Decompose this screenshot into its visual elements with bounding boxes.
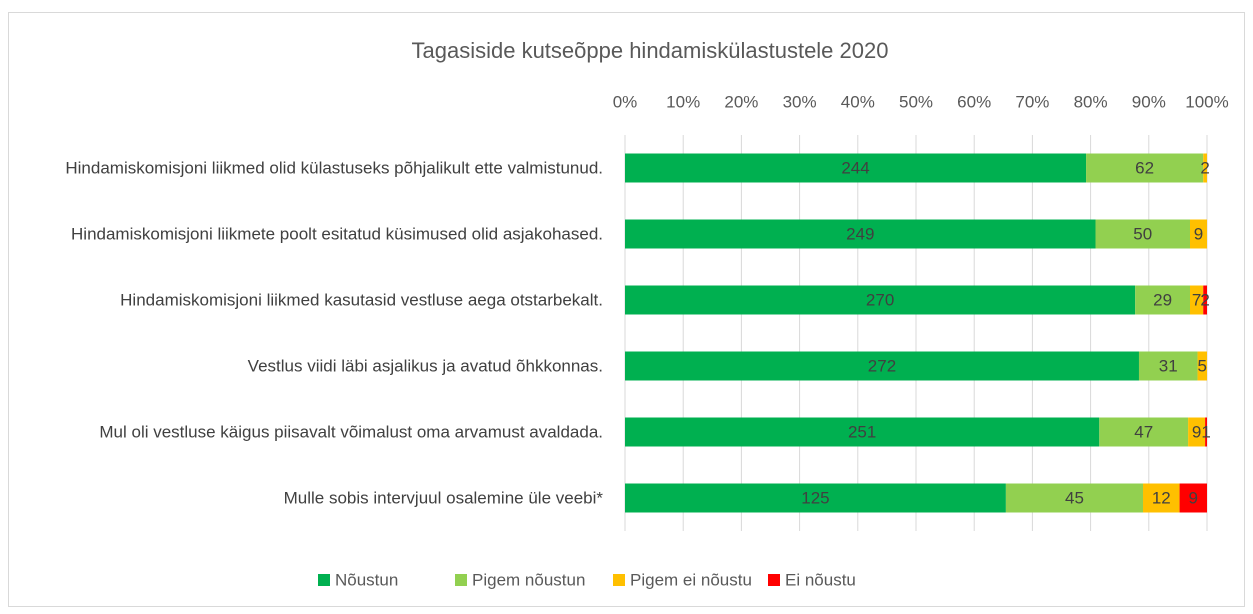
category-label: Mul oli vestluse käigus piisavalt võimal… [99,422,603,442]
bar-segment [625,351,1139,381]
data-label: 7 [1192,290,1201,309]
bar-segment [1197,351,1207,381]
bar-segment [625,483,1006,513]
data-label: 9 [1192,422,1201,441]
legend-swatch [613,574,625,586]
category-label: Hindamiskomisjoni liikmed olid külastuse… [65,158,603,178]
data-label: 272 [868,356,896,375]
data-label: 47 [1134,422,1153,441]
x-tick-label: 20% [724,92,758,111]
category-label: Hindamiskomisjoni liikmete poolt esitatu… [71,224,603,244]
bar-segment [625,153,1087,183]
x-tick-label: 60% [957,92,991,111]
data-label: 125 [801,488,829,507]
data-label: 249 [846,224,874,243]
bar-segment [1205,417,1207,447]
bar-segment [1189,285,1204,315]
bar-segment [1086,153,1204,183]
category-label: Vestlus viidi läbi asjalikus ja avatud õ… [247,356,603,376]
legend-swatch [768,574,780,586]
legend-label: Pigem nõustun [472,570,585,589]
x-tick-label: 50% [899,92,933,111]
bar-segment [1188,417,1206,447]
bar-segment [1138,351,1198,381]
x-tick-label: 10% [666,92,700,111]
bar-segment [1189,219,1207,249]
bar-segment [625,219,1096,249]
data-label: 12 [1152,488,1171,507]
bar-segment [1099,417,1189,447]
bar-segment [625,285,1136,315]
x-tick-label: 0% [613,92,638,111]
data-label: 2 [1200,290,1209,309]
data-label: 9 [1189,488,1198,507]
legend-label: Ei nõustu [785,570,856,589]
bar-segment [625,417,1100,447]
data-label: 2 [1200,158,1209,177]
data-label: 31 [1159,356,1178,375]
bar-segment [1203,285,1207,315]
bar-segment [1179,483,1207,513]
data-label: 9 [1194,224,1203,243]
data-label: 251 [848,422,876,441]
bar-segment [1095,219,1190,249]
x-tick-label: 70% [1015,92,1049,111]
category-label: Mulle sobis intervjuul osalemine üle vee… [283,488,603,508]
data-label: 244 [841,158,869,177]
x-tick-label: 100% [1185,92,1228,111]
data-label: 29 [1153,290,1172,309]
legend-swatch [318,574,330,586]
x-tick-label: 40% [841,92,875,111]
chart-title: Tagasiside kutseõppe hindamiskülastustel… [412,38,889,63]
bar-segment [1203,153,1207,183]
x-tick-label: 30% [783,92,817,111]
x-tick-label: 90% [1132,92,1166,111]
data-label: 5 [1198,356,1207,375]
legend-swatch [455,574,467,586]
data-label: 62 [1135,158,1154,177]
bar-segment [1005,483,1144,513]
category-label: Hindamiskomisjoni liikmed kasutasid vest… [120,290,603,310]
legend-label: Pigem ei nõustu [630,570,752,589]
data-label: 45 [1065,488,1084,507]
x-tick-label: 80% [1074,92,1108,111]
data-label: 1 [1201,422,1210,441]
legend-label: Nõustun [335,570,398,589]
data-label: 50 [1133,224,1152,243]
data-label: 270 [866,290,894,309]
bar-segment [1143,483,1180,513]
bar-segment [1135,285,1190,315]
